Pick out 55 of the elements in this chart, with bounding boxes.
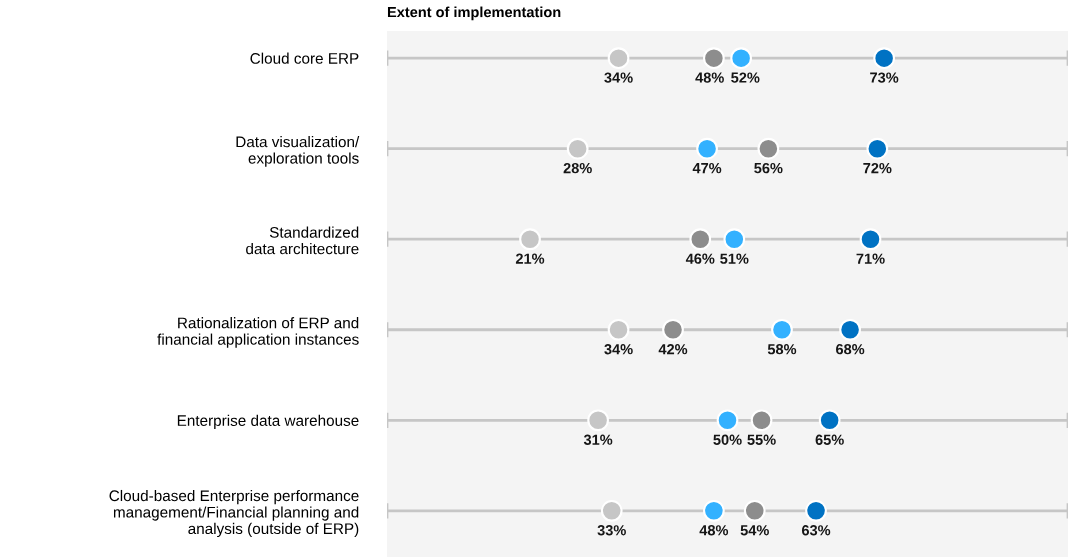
y-tick-label: Rationalization of ERP and financial application instances [157,317,359,348]
point [519,228,541,251]
y-tick-label: Cloud core ERP [250,52,359,64]
data-label: 50% [713,434,742,445]
chart-title: Extent of implementation [387,6,561,21]
point [771,318,793,341]
data-label: 48% [699,525,729,536]
data-label: 68% [836,344,865,355]
data-label: 54% [740,525,769,536]
data-label: 51% [720,253,749,264]
point [750,409,773,432]
point [587,409,609,432]
point [818,409,841,432]
point [757,137,780,160]
data-label: 21% [515,253,545,264]
data-label: 56% [754,162,783,174]
data-label: 46% [685,253,715,264]
point [662,318,684,341]
data-label: 47% [692,163,722,174]
data-label: 58% [767,344,797,355]
data-label: 33% [597,525,626,536]
data-label: 65% [815,434,844,445]
point [703,47,725,70]
point [805,499,827,522]
point [600,499,623,522]
y-tick-label: Cloud-based Enterprise performance management/Financial planning and analysis (outside of ERP) [109,489,359,538]
y-tick-label: Data visualization/ exploration tools [236,136,360,167]
data-label: 71% [856,253,885,264]
point [696,137,718,160]
point [723,228,746,251]
data-label: 31% [583,434,613,445]
point [859,228,882,251]
point [607,47,630,70]
data-label: 73% [870,72,899,83]
data-label: 48% [695,72,724,83]
point [873,47,895,70]
point [866,137,889,160]
point [689,228,712,251]
point [839,318,861,341]
data-label: 42% [658,344,688,355]
point [716,409,739,432]
point [703,499,725,522]
point [730,47,752,70]
point [566,137,589,160]
data-label: 34% [604,72,633,83]
y-tick-label: Standardized data architecture [246,226,359,255]
data-label: 28% [563,162,592,174]
point [743,499,766,522]
y-tick-label: Enterprise data warehouse [177,414,359,429]
data-label: 52% [731,72,760,83]
data-label: 72% [863,162,892,174]
data-label: 34% [604,344,633,355]
data-label: 63% [801,525,831,536]
data-label: 55% [747,434,776,445]
point [607,318,630,341]
